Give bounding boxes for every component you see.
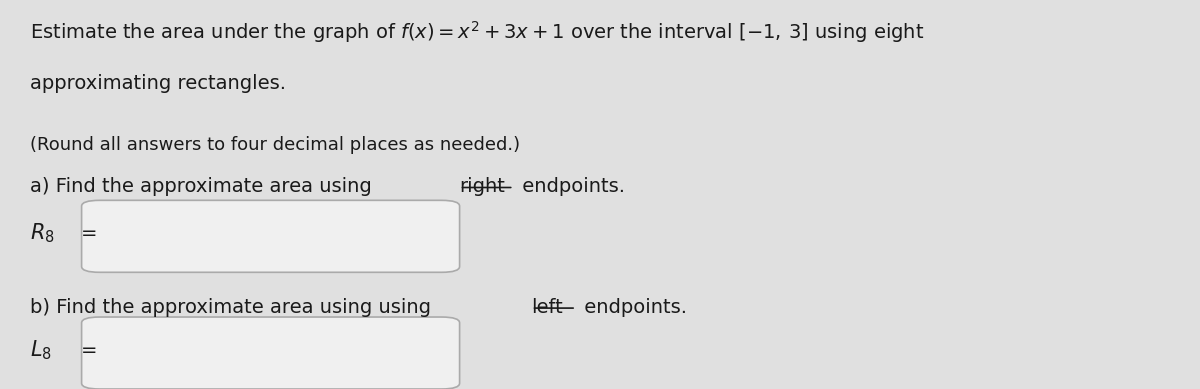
Text: b) Find the approximate area using using: b) Find the approximate area using using (30, 298, 437, 317)
Text: =: = (80, 341, 97, 359)
FancyBboxPatch shape (82, 317, 460, 389)
Text: endpoints.: endpoints. (516, 177, 625, 196)
Text: =: = (80, 224, 97, 243)
Text: $R_8$: $R_8$ (30, 222, 55, 245)
Text: (Round all answers to four decimal places as needed.): (Round all answers to four decimal place… (30, 136, 520, 154)
Text: right: right (460, 177, 505, 196)
Text: $L_8$: $L_8$ (30, 338, 52, 362)
Text: approximating rectangles.: approximating rectangles. (30, 74, 286, 93)
Text: a) Find the approximate area using: a) Find the approximate area using (30, 177, 378, 196)
FancyBboxPatch shape (82, 200, 460, 272)
Text: endpoints.: endpoints. (578, 298, 688, 317)
Text: left: left (532, 298, 563, 317)
Text: Estimate the area under the graph of $f(x) = x^2 + 3x + 1$ over the interval $[-: Estimate the area under the graph of $f(… (30, 19, 924, 46)
